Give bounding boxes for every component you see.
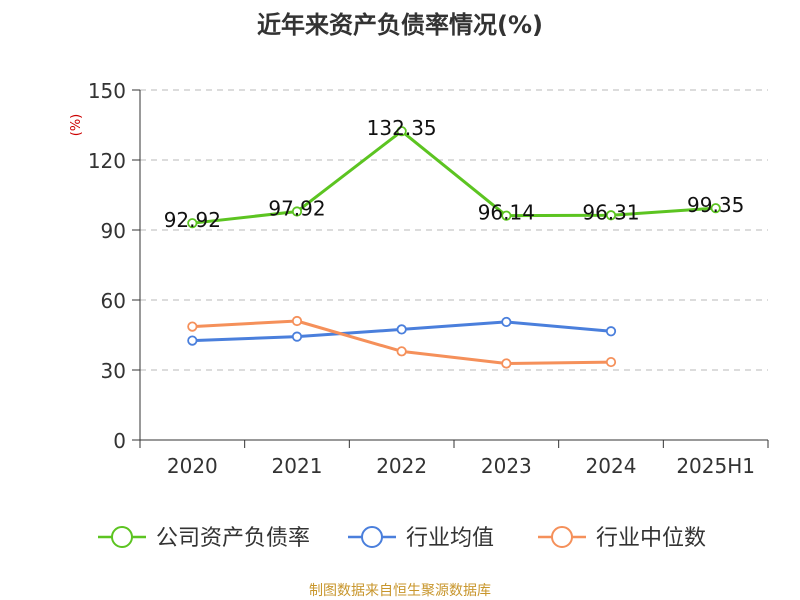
x-tick-label: 2024: [586, 454, 637, 478]
data-label: 97.92: [268, 197, 325, 221]
x-tick-label: 2022: [376, 454, 427, 478]
x-tick-label: 2025H1: [676, 454, 755, 478]
data-point-marker: [396, 126, 407, 137]
data-point-marker: [501, 316, 512, 328]
data-point-marker: [291, 315, 303, 327]
series-line-1: [192, 129, 716, 225]
legend-marker-icon: [551, 526, 573, 548]
y-tick-label: 0: [113, 429, 126, 453]
data-point-marker: [710, 203, 721, 214]
data-point-marker: [291, 206, 303, 217]
legend-marker-icon: [111, 526, 133, 548]
data-label-layer: 92.92 97.92 132.35 96.14 96.31 99.35: [164, 116, 745, 232]
x-tick-label: 2020: [167, 454, 218, 478]
source-note: 制图数据来自恒生聚源数据库: [309, 583, 491, 599]
y-tick-label: 30: [101, 359, 126, 383]
data-point-marker: [605, 210, 617, 221]
series-layer: [187, 126, 721, 369]
data-point-marker: [501, 210, 512, 221]
legend-label: 行业中位数: [596, 526, 706, 551]
grid-layer: [140, 89, 768, 371]
data-point-marker: [396, 346, 407, 357]
data-label: 132.35: [367, 116, 437, 140]
chart-title: 近年来资产负债率情况(%): [257, 11, 543, 39]
legend: 公司资产负债率 行业均值 行业中位数: [98, 526, 706, 551]
y-tick-label: 90: [101, 219, 126, 243]
y-tick-label: 60: [101, 289, 126, 313]
data-point-marker: [187, 321, 198, 332]
data-label: 96.14: [478, 201, 535, 225]
data-point-marker: [396, 324, 407, 335]
x-tick-label: 2023: [481, 454, 532, 478]
legend-label: 公司资产负债率: [156, 526, 310, 551]
data-point-marker: [605, 356, 617, 368]
data-point-marker: [501, 358, 512, 369]
y-tick-label: 150: [88, 79, 126, 103]
axis-layer: 0 30 60 90 120 150 2020 2021 2022 2023 2024 2025H1: [88, 79, 769, 478]
data-point-marker: [187, 335, 198, 346]
legend-marker-icon: [361, 526, 383, 548]
data-point-marker: [605, 326, 617, 337]
y-tick-label: 120: [88, 149, 126, 173]
data-label: 92.92: [164, 208, 221, 232]
y-axis-label: (%): [69, 114, 84, 137]
data-point-marker: [291, 331, 303, 342]
legend-label: 行业均值: [406, 526, 494, 551]
data-label: 96.31: [582, 200, 639, 224]
data-label: 99.35: [687, 193, 744, 217]
x-tick-label: 2021: [272, 454, 323, 478]
data-point-marker: [187, 218, 198, 229]
